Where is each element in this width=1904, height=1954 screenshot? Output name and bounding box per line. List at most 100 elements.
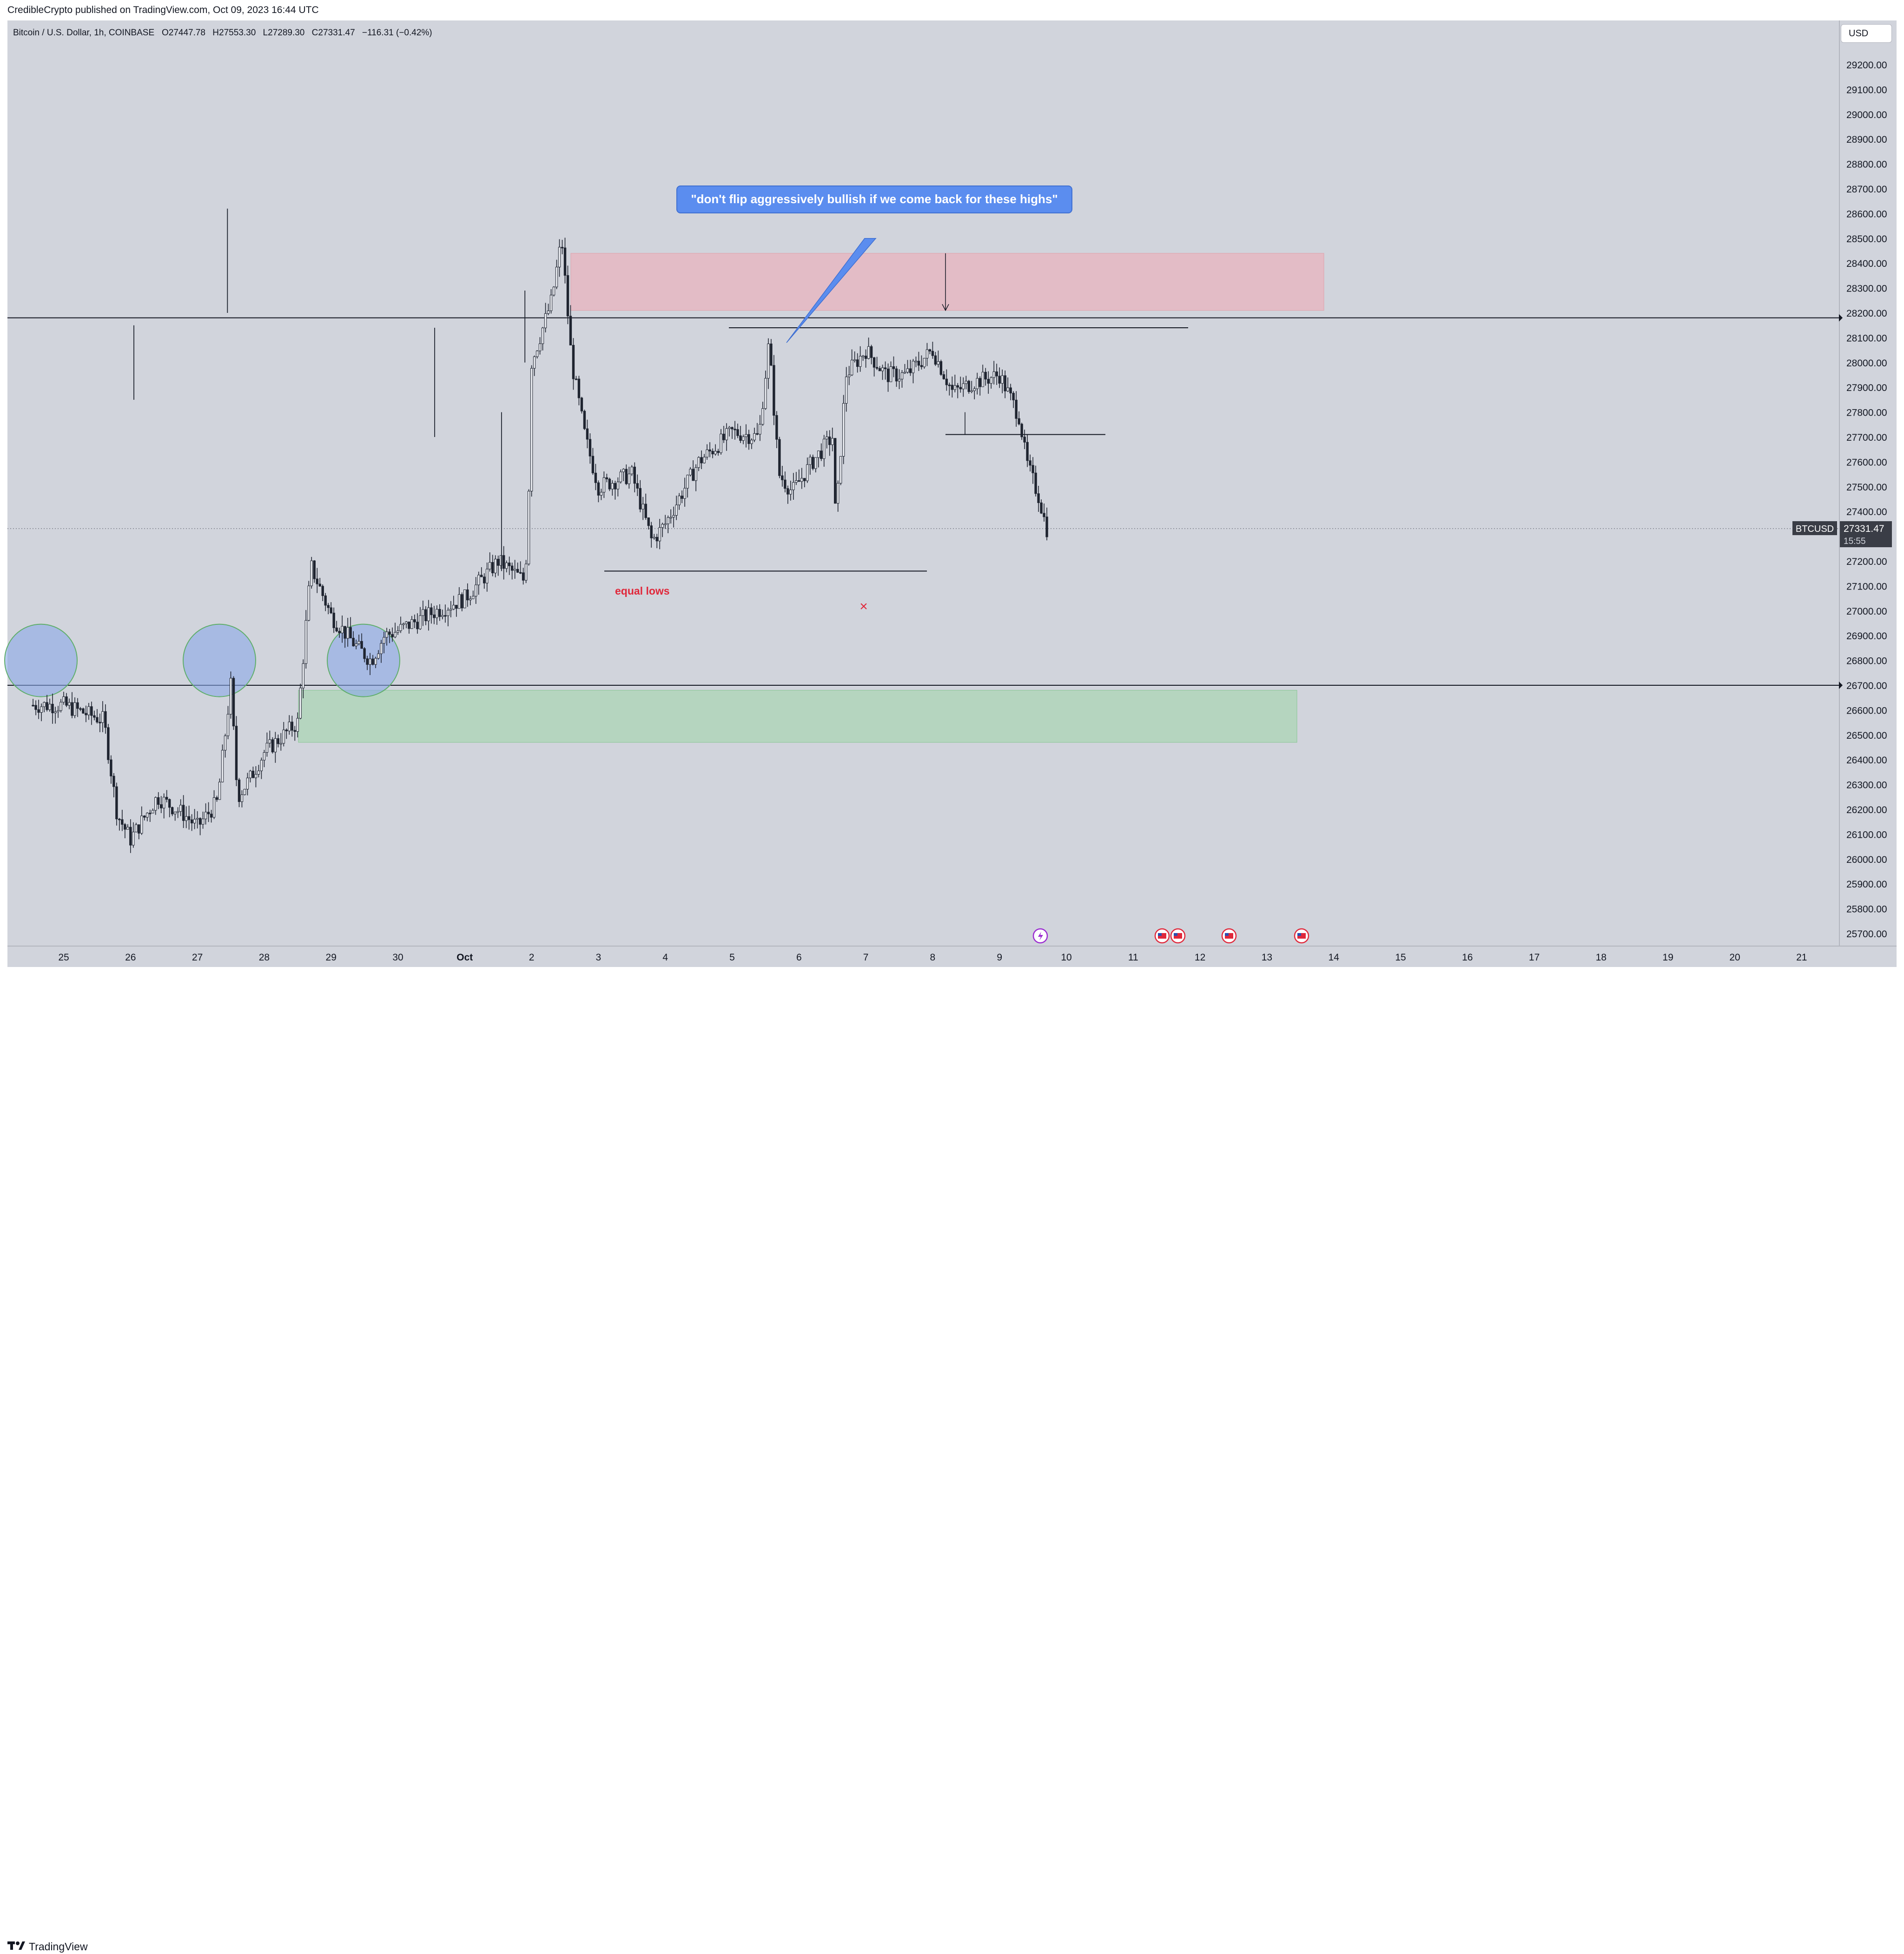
candle-body bbox=[310, 560, 313, 586]
footer-bar: TradingView bbox=[0, 967, 1904, 1953]
candle-body bbox=[981, 371, 984, 387]
candle-body bbox=[1018, 418, 1020, 424]
price-tick-label: 25800.00 bbox=[1846, 904, 1887, 915]
candle-body bbox=[447, 610, 450, 616]
candle-body bbox=[931, 351, 934, 356]
retest-circle[interactable] bbox=[4, 623, 78, 697]
candle-body bbox=[681, 496, 683, 499]
time-tick-label: 7 bbox=[863, 952, 869, 963]
candle-body bbox=[43, 702, 46, 707]
candle-body bbox=[870, 346, 873, 358]
chart-pane[interactable] bbox=[7, 20, 1839, 946]
time-tick-label: 15 bbox=[1395, 952, 1406, 963]
candle-body bbox=[739, 435, 742, 441]
candle-body bbox=[165, 797, 168, 800]
candle-body bbox=[628, 473, 631, 484]
price-tick-label: 28500.00 bbox=[1846, 234, 1887, 245]
candle-body bbox=[770, 344, 773, 366]
candle-body bbox=[32, 705, 34, 707]
currency-button[interactable]: USD bbox=[1841, 24, 1892, 43]
price-axis[interactable] bbox=[1839, 20, 1897, 946]
candle-body bbox=[948, 384, 951, 386]
candle-body bbox=[143, 815, 146, 818]
candle-body bbox=[920, 365, 923, 367]
price-tick-label: 28200.00 bbox=[1846, 308, 1887, 319]
candle-body bbox=[249, 770, 252, 778]
price-tick-label: 26200.00 bbox=[1846, 805, 1887, 815]
candle-body bbox=[246, 777, 249, 789]
candle-body bbox=[502, 555, 505, 569]
candle-body bbox=[956, 385, 959, 388]
candle-body bbox=[622, 469, 625, 472]
price-tick-label: 27100.00 bbox=[1846, 581, 1887, 592]
candle-body bbox=[185, 816, 188, 821]
candle-body bbox=[714, 450, 717, 455]
candle-body bbox=[486, 569, 489, 583]
candle-body bbox=[653, 537, 655, 538]
candle-body bbox=[243, 788, 246, 795]
candle-body bbox=[157, 797, 160, 805]
candle-body bbox=[85, 713, 87, 715]
symbol-badge-text: BTCUSD bbox=[1796, 524, 1834, 534]
symbol-badge bbox=[1792, 521, 1837, 536]
candle-body bbox=[878, 368, 881, 371]
retest-circle[interactable] bbox=[327, 623, 400, 697]
candle-body bbox=[845, 377, 848, 404]
candle-body bbox=[489, 562, 491, 570]
candle-body bbox=[221, 750, 224, 782]
resistance-zone[interactable] bbox=[570, 253, 1324, 311]
candle-body bbox=[912, 361, 915, 373]
candle-body bbox=[850, 359, 853, 376]
candle-body bbox=[124, 824, 126, 830]
time-axis[interactable] bbox=[7, 946, 1897, 967]
candle-body bbox=[48, 703, 51, 710]
candle-body bbox=[277, 738, 280, 744]
candle-body bbox=[299, 688, 302, 719]
candle-body bbox=[1043, 513, 1045, 517]
candle-body bbox=[450, 609, 452, 611]
candle-body bbox=[672, 515, 675, 517]
candle-body bbox=[198, 818, 202, 825]
price-tick-label: 25700.00 bbox=[1846, 929, 1887, 940]
candle-body bbox=[1037, 493, 1040, 503]
candle-body bbox=[892, 366, 895, 369]
candle-body bbox=[761, 408, 764, 425]
time-tick-label: 14 bbox=[1329, 952, 1340, 963]
candle-body bbox=[823, 438, 826, 459]
price-tick-label: 26600.00 bbox=[1846, 705, 1887, 716]
candle-body bbox=[193, 819, 196, 823]
candle-body bbox=[335, 627, 338, 631]
candle-body bbox=[441, 615, 444, 617]
candle-body bbox=[990, 377, 992, 384]
candle-body bbox=[959, 387, 962, 390]
price-tick-label: 26000.00 bbox=[1846, 854, 1887, 865]
legend-open-value: 27447.78 bbox=[168, 28, 205, 38]
candle-body bbox=[934, 355, 937, 365]
retest-circle[interactable] bbox=[183, 623, 256, 697]
candle-body bbox=[784, 479, 787, 489]
candle-body bbox=[1006, 387, 1009, 391]
candle-body bbox=[388, 631, 391, 635]
candle-body bbox=[875, 367, 879, 369]
candle-body bbox=[1012, 393, 1015, 400]
candle-body bbox=[951, 384, 954, 390]
callout-bubble[interactable] bbox=[676, 185, 1072, 213]
candle-body bbox=[728, 427, 731, 429]
candle-body bbox=[781, 475, 784, 480]
tradingview-brand[interactable]: TradingView bbox=[7, 1940, 88, 1954]
candle-body bbox=[873, 357, 876, 368]
candle-body bbox=[736, 429, 739, 436]
candle-body bbox=[987, 379, 990, 384]
candle-body bbox=[630, 466, 633, 474]
candle-body bbox=[583, 411, 586, 429]
support-zone[interactable] bbox=[298, 690, 1297, 743]
candle-body bbox=[689, 469, 692, 476]
candle-body bbox=[369, 658, 371, 665]
candle-body bbox=[324, 595, 327, 606]
candle-body bbox=[46, 702, 48, 710]
candlestick-chart[interactable]: "don't flip aggressively bullish if we c… bbox=[0, 0, 1904, 995]
candle-body bbox=[861, 356, 865, 358]
candle-body bbox=[377, 653, 380, 659]
candle-body bbox=[909, 368, 912, 373]
candle-body bbox=[800, 478, 803, 482]
